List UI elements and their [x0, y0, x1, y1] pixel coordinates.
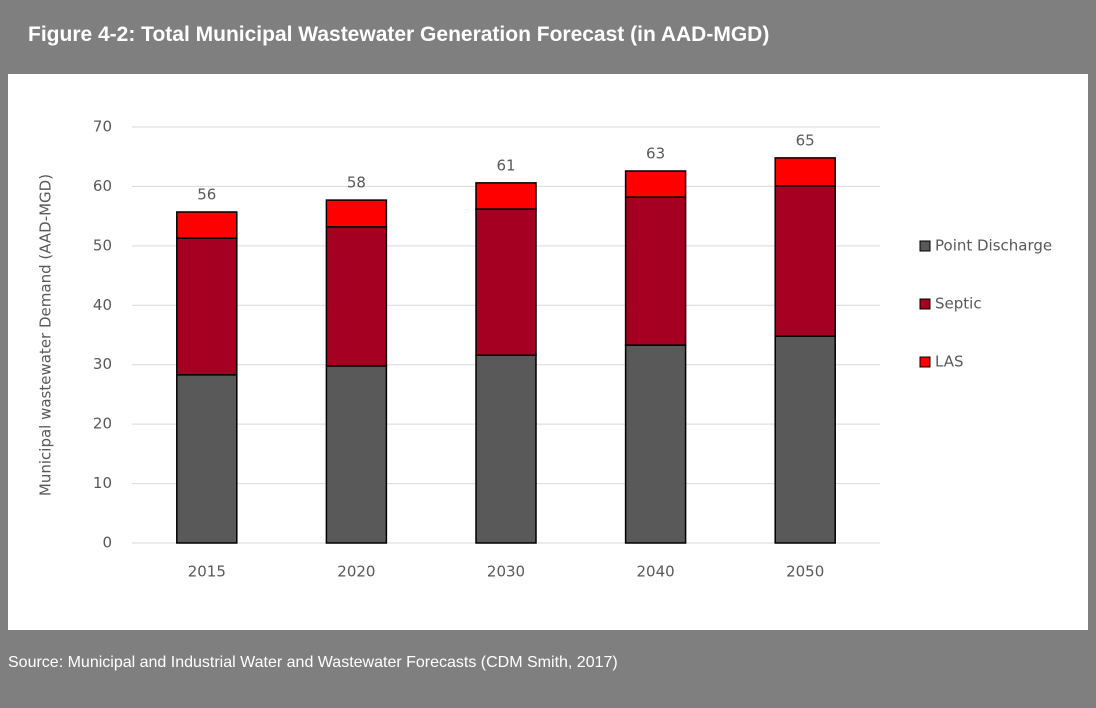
bar-segment [325, 365, 388, 544]
total-label: 61 [496, 156, 515, 174]
legend-swatch [919, 240, 931, 252]
legend-label: LAS [935, 353, 963, 371]
header-title: Figure 4-2: Total Municipal Wastewater G… [0, 0, 1096, 70]
y-tick-label: 30 [93, 355, 112, 373]
bar-segment [475, 354, 537, 544]
bar-segment [176, 374, 238, 544]
legend-swatch [919, 356, 931, 368]
chart: Municipal wastewater Demand (AAD-MGD) 0 1… [8, 74, 1088, 630]
bar-segment [475, 182, 537, 210]
legend-label: Septic [935, 295, 982, 313]
bar-segment [774, 185, 836, 337]
x-tick-label: 2040 [637, 563, 675, 581]
y-tick-label: 70 [93, 118, 112, 136]
x-tick-label: 2030 [487, 563, 525, 581]
bar-segment [624, 196, 687, 346]
y-axis-label: Municipal wastewater Demand (AAD-MGD) [37, 174, 55, 496]
legend-label: Point Discharge [935, 237, 1052, 255]
y-tick-label: 20 [93, 415, 112, 433]
bar-segment [624, 170, 687, 198]
bar-segment [176, 211, 238, 239]
bar-segment [624, 344, 687, 544]
total-label: 65 [796, 131, 815, 149]
y-tick-label: 50 [93, 236, 112, 254]
y-tick-label: 0 [102, 534, 112, 552]
x-tick-label: 2015 [188, 563, 226, 581]
total-label: 63 [646, 144, 665, 162]
bar-segment [176, 237, 238, 376]
bar-segment [325, 199, 388, 228]
source: Source: Municipal and Industrial Water a… [0, 632, 1096, 708]
legend-swatch [919, 298, 931, 310]
x-tick-label: 2020 [337, 563, 375, 581]
bar-segment [774, 157, 836, 187]
x-tick-label: 2050 [786, 563, 824, 581]
y-tick-label: 10 [93, 474, 112, 492]
y-tick-label: 60 [93, 177, 112, 195]
y-tick-label: 40 [93, 296, 112, 314]
bar-segment [774, 335, 836, 544]
bar-segment [325, 226, 388, 367]
bar-segment [475, 208, 537, 356]
total-label: 56 [197, 185, 216, 203]
total-label: 58 [347, 174, 366, 192]
